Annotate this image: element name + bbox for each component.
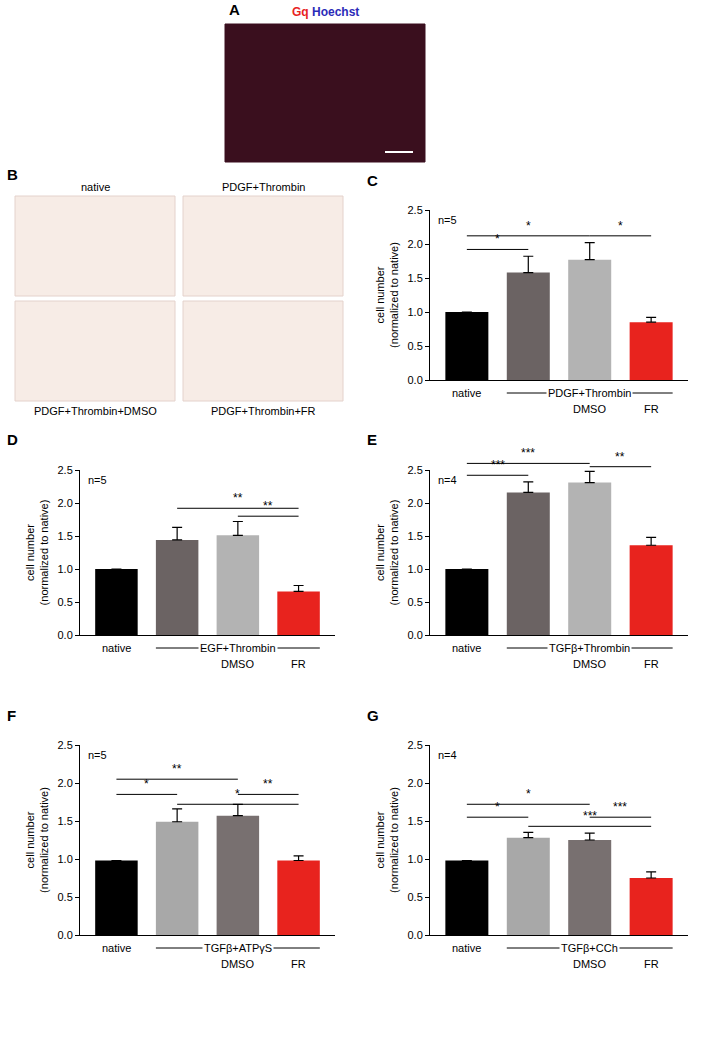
svg-text:2.5: 2.5 xyxy=(408,204,423,216)
svg-text:TGFβ+ATPγS: TGFβ+ATPγS xyxy=(204,942,272,954)
svg-text:TGFβ+Thrombin: TGFβ+Thrombin xyxy=(549,642,630,654)
svg-text:*: * xyxy=(495,232,500,246)
svg-text:***: *** xyxy=(491,458,505,472)
svg-text:native: native xyxy=(81,181,110,193)
svg-text:*: * xyxy=(526,219,531,233)
svg-text:cell number(normalized to nati: cell number(normalized to native) xyxy=(24,787,50,893)
svg-text:***: *** xyxy=(613,800,627,814)
svg-text:*: * xyxy=(144,777,149,791)
svg-text:*: * xyxy=(526,787,531,801)
svg-text:n=5: n=5 xyxy=(88,749,107,761)
svg-text:1.0: 1.0 xyxy=(58,853,73,865)
svg-text:native: native xyxy=(452,942,481,954)
svg-text:PDGF+Thrombin: PDGF+Thrombin xyxy=(548,387,631,399)
svg-text:0.5: 0.5 xyxy=(58,891,73,903)
svg-text:C: C xyxy=(367,172,378,189)
svg-text:cell number(normalized to nati: cell number(normalized to native) xyxy=(374,500,400,606)
svg-text:*: * xyxy=(495,800,500,814)
svg-text:native: native xyxy=(452,642,481,654)
svg-text:***: *** xyxy=(521,446,535,460)
svg-text:PDGF+Thrombin+DMSO: PDGF+Thrombin+DMSO xyxy=(34,405,157,417)
svg-text:DMSO: DMSO xyxy=(573,658,606,670)
svg-text:0.5: 0.5 xyxy=(58,596,73,608)
svg-text:0.0: 0.0 xyxy=(408,374,423,386)
svg-text:DMSO: DMSO xyxy=(573,958,606,970)
svg-text:F: F xyxy=(7,707,16,724)
svg-text:FR: FR xyxy=(291,958,306,970)
svg-text:D: D xyxy=(7,431,18,448)
svg-text:DMSO: DMSO xyxy=(221,658,254,670)
svg-text:**: ** xyxy=(615,450,625,464)
svg-text:**: ** xyxy=(172,762,182,776)
svg-text:2.0: 2.0 xyxy=(408,777,423,789)
svg-text:2.5: 2.5 xyxy=(58,464,73,476)
svg-text:cell number(normalized to nati: cell number(normalized to native) xyxy=(374,787,400,893)
svg-text:FR: FR xyxy=(644,403,659,415)
svg-text:0.0: 0.0 xyxy=(58,929,73,941)
svg-text:*: * xyxy=(618,219,623,233)
svg-text:2.5: 2.5 xyxy=(408,739,423,751)
svg-text:2.0: 2.0 xyxy=(58,497,73,509)
svg-text:Gq Hoechst: Gq Hoechst xyxy=(292,5,359,19)
svg-text:**: ** xyxy=(263,777,273,791)
svg-text:2.5: 2.5 xyxy=(58,739,73,751)
svg-text:*: * xyxy=(235,787,240,801)
svg-text:1.0: 1.0 xyxy=(408,853,423,865)
svg-text:1.5: 1.5 xyxy=(408,530,423,542)
svg-text:0.5: 0.5 xyxy=(408,340,423,352)
svg-text:1.0: 1.0 xyxy=(408,563,423,575)
svg-text:1.5: 1.5 xyxy=(408,272,423,284)
svg-text:2.5: 2.5 xyxy=(408,464,423,476)
svg-text:A: A xyxy=(229,1,240,18)
svg-text:2.0: 2.0 xyxy=(408,238,423,250)
svg-text:2.0: 2.0 xyxy=(408,497,423,509)
svg-text:1.5: 1.5 xyxy=(58,530,73,542)
svg-text:cell number(normalized to nati: cell number(normalized to native) xyxy=(24,500,50,606)
svg-text:G: G xyxy=(367,707,379,724)
svg-text:1.5: 1.5 xyxy=(408,815,423,827)
svg-text:***: *** xyxy=(583,809,597,823)
svg-text:PDGF+Thrombin+FR: PDGF+Thrombin+FR xyxy=(211,405,316,417)
svg-text:n=5: n=5 xyxy=(88,474,107,486)
svg-text:**: ** xyxy=(233,491,243,505)
svg-text:EGF+Thrombin: EGF+Thrombin xyxy=(200,642,276,654)
svg-text:0.5: 0.5 xyxy=(408,596,423,608)
svg-text:native: native xyxy=(102,942,131,954)
svg-text:FR: FR xyxy=(644,658,659,670)
svg-text:0.0: 0.0 xyxy=(408,929,423,941)
svg-text:0.5: 0.5 xyxy=(408,891,423,903)
svg-text:FR: FR xyxy=(291,658,306,670)
svg-text:E: E xyxy=(367,431,377,448)
svg-text:1.5: 1.5 xyxy=(58,815,73,827)
svg-text:native: native xyxy=(452,387,481,399)
svg-text:native: native xyxy=(102,642,131,654)
svg-text:DMSO: DMSO xyxy=(573,403,606,415)
svg-text:PDGF+Thrombin: PDGF+Thrombin xyxy=(222,181,305,193)
svg-text:DMSO: DMSO xyxy=(221,958,254,970)
svg-text:0.0: 0.0 xyxy=(408,629,423,641)
svg-text:FR: FR xyxy=(644,958,659,970)
svg-text:TGFβ+CCh: TGFβ+CCh xyxy=(561,942,618,954)
svg-text:2.0: 2.0 xyxy=(58,777,73,789)
svg-text:n=5: n=5 xyxy=(438,214,457,226)
svg-text:B: B xyxy=(7,166,18,183)
svg-text:**: ** xyxy=(263,499,273,513)
svg-text:1.0: 1.0 xyxy=(58,563,73,575)
svg-text:1.0: 1.0 xyxy=(408,306,423,318)
svg-text:n=4: n=4 xyxy=(438,749,457,761)
svg-text:0.0: 0.0 xyxy=(58,629,73,641)
svg-text:cell number(normalized to nati: cell number(normalized to native) xyxy=(374,242,400,348)
svg-text:n=4: n=4 xyxy=(438,474,457,486)
